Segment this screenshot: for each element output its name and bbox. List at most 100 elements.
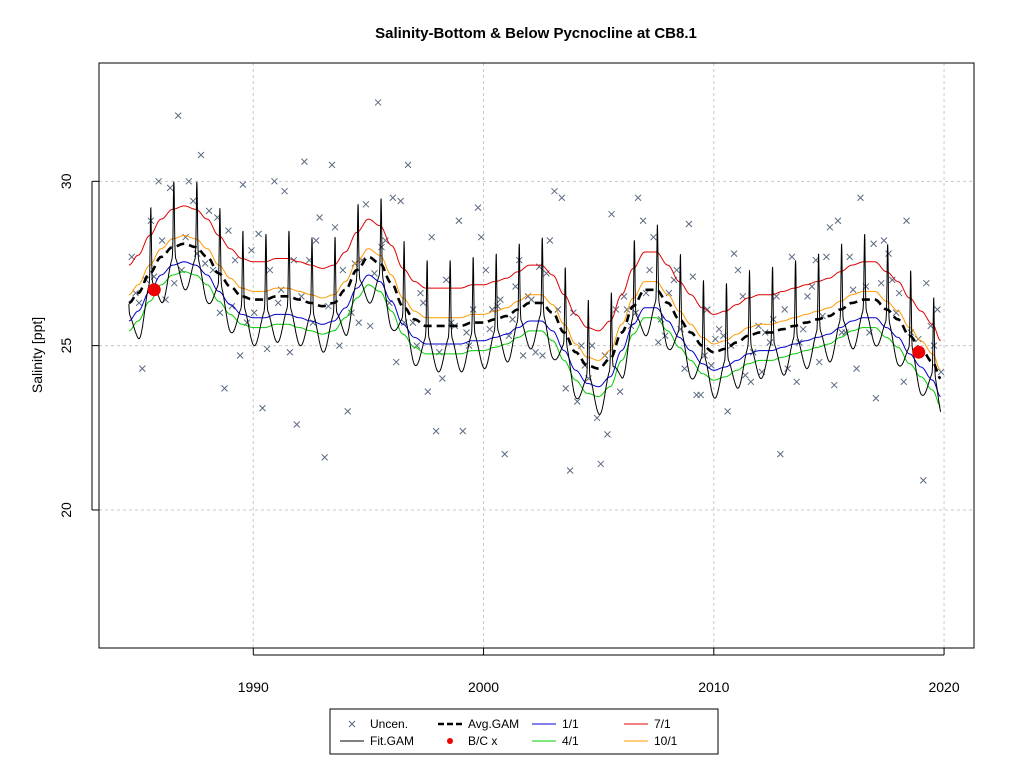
observation-point	[331, 223, 339, 231]
observation-point	[689, 273, 697, 280]
season-line-jan	[128, 261, 941, 398]
observation-point	[654, 339, 662, 346]
bc-points	[147, 283, 926, 359]
observation-point	[776, 450, 784, 458]
observation-point	[812, 256, 820, 264]
observation-point	[903, 217, 910, 225]
observation-point	[301, 158, 308, 165]
observation-point	[138, 365, 146, 372]
observation-point	[608, 210, 615, 218]
observation-point	[885, 250, 892, 257]
observation-point	[397, 197, 404, 205]
bc-point	[912, 345, 926, 359]
observation-point	[432, 427, 440, 435]
observation-point	[877, 279, 885, 287]
observation-point	[459, 427, 467, 435]
observation-point	[558, 194, 566, 202]
observation-point	[419, 299, 427, 307]
observation-point	[374, 99, 382, 106]
legend-label: 7/1	[654, 717, 671, 731]
observation-point	[321, 454, 329, 461]
legend: Uncen. Avg.GAM 1/1 7/1 Fit.GAM B/C x 4/1 10/1	[329, 708, 719, 755]
legend-symbol-uncen	[348, 720, 356, 728]
observation-point	[761, 329, 769, 336]
observation-point	[597, 460, 605, 468]
observation-point	[477, 233, 485, 241]
observation-point	[562, 385, 570, 392]
observation-point	[734, 266, 742, 274]
observation-point	[216, 309, 224, 317]
observation-point	[248, 246, 255, 254]
observation-point	[895, 289, 903, 297]
observation-point	[424, 388, 432, 396]
observation-point	[362, 200, 370, 208]
observation-points	[128, 99, 945, 484]
observation-point	[189, 197, 197, 205]
observation-point	[846, 253, 854, 261]
legend-label: B/C x	[468, 734, 497, 748]
season-line-apr	[128, 271, 941, 407]
observation-point	[616, 388, 624, 396]
x-tick-label: 1990	[238, 679, 269, 695]
observation-point	[474, 204, 482, 211]
observation-point	[539, 352, 546, 359]
observation-point	[823, 253, 830, 261]
legend-label: Avg.GAM	[468, 717, 519, 731]
fit-gam-line	[128, 181, 942, 416]
observation-point	[849, 286, 857, 294]
observation-point	[250, 309, 258, 317]
observation-point	[201, 260, 209, 267]
legend-label: Uncen.	[370, 717, 408, 731]
observation-point	[799, 325, 807, 333]
y-axis: 20 25 30	[58, 173, 99, 518]
observation-point	[551, 187, 558, 195]
observation-point	[573, 398, 581, 405]
observation-point	[281, 187, 288, 195]
observation-point	[339, 266, 347, 274]
observation-point	[830, 381, 838, 389]
observation-point	[715, 325, 723, 333]
observation-point	[681, 365, 688, 372]
observation-point	[919, 477, 927, 484]
legend-label: 4/1	[562, 734, 579, 748]
observation-point	[707, 362, 715, 369]
x-tick-label: 2000	[468, 679, 499, 695]
legend-label: 10/1	[654, 734, 678, 748]
observation-point	[857, 194, 864, 202]
fit-gam-series	[128, 181, 942, 416]
observation-point	[697, 391, 705, 399]
observation-point	[788, 253, 796, 261]
observation-point	[815, 358, 823, 366]
observation-point	[685, 220, 693, 228]
observation-point	[455, 217, 463, 225]
observation-point	[793, 378, 801, 386]
observation-point	[704, 306, 711, 313]
observation-point	[236, 352, 244, 359]
observation-point	[922, 279, 930, 287]
observation-point	[532, 348, 539, 356]
x-tick-label: 2020	[928, 679, 959, 695]
legend-box	[329, 708, 719, 755]
observation-point	[336, 342, 343, 349]
observation-point	[501, 450, 509, 458]
observation-point	[766, 339, 774, 346]
observation-point	[128, 253, 136, 261]
observation-point	[546, 237, 554, 244]
observation-point	[730, 250, 738, 257]
x-tick-label: 2010	[698, 679, 729, 695]
observation-point	[870, 240, 877, 248]
observation-point	[174, 112, 182, 119]
observation-point	[593, 414, 601, 422]
observation-point	[404, 161, 412, 169]
observation-point	[604, 431, 611, 438]
observation-point	[259, 404, 266, 412]
observation-point	[469, 306, 477, 313]
avg-gam-line	[128, 242, 942, 380]
observation-point	[639, 217, 647, 225]
observation-point	[781, 306, 789, 313]
observation-point	[392, 358, 400, 366]
observation-point	[293, 421, 301, 428]
observation-point	[286, 348, 294, 356]
observation-point	[158, 237, 166, 244]
